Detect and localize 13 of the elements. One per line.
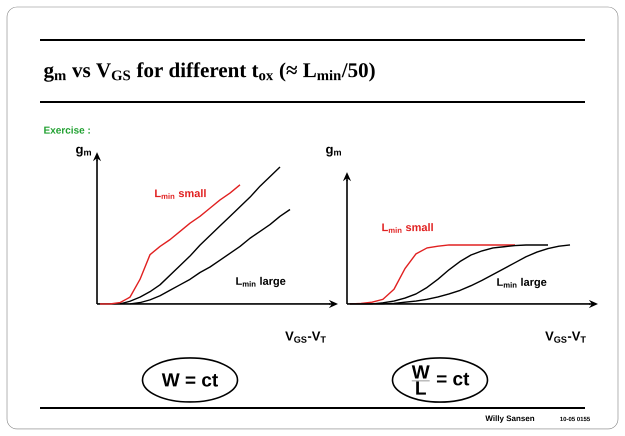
chart-title: g$_{m}$ vs V$_{GS}$ for different t$_{ox}$ (≈ L$_{min}$/50): [44, 62, 375, 82]
y-axis-title: g$_{m}$: [326, 146, 342, 156]
text: W = ct: [162, 373, 218, 387]
text: $\frac{\textbf{W}}{\textbf{L}}\textbf{ = ct}$: [412, 365, 470, 395]
text: L$_{min}$ large: [236, 276, 286, 288]
series-label: L$_{min}$ large: [497, 278, 546, 288]
series-label: L$_{min}$ small: [155, 189, 206, 199]
x-axis-title: V$_{GS}$-V$_{T}$: [545, 332, 586, 343]
x-axis-title: V$_{GS}$-V$_{T}$: [285, 332, 326, 343]
text: Willy Sansen: [485, 415, 534, 423]
y-axis-title: g$_{m}$: [76, 146, 92, 156]
series-label: L$_{min}$ small: [382, 223, 433, 233]
chart-subtitle: Exercise :: [44, 126, 90, 134]
